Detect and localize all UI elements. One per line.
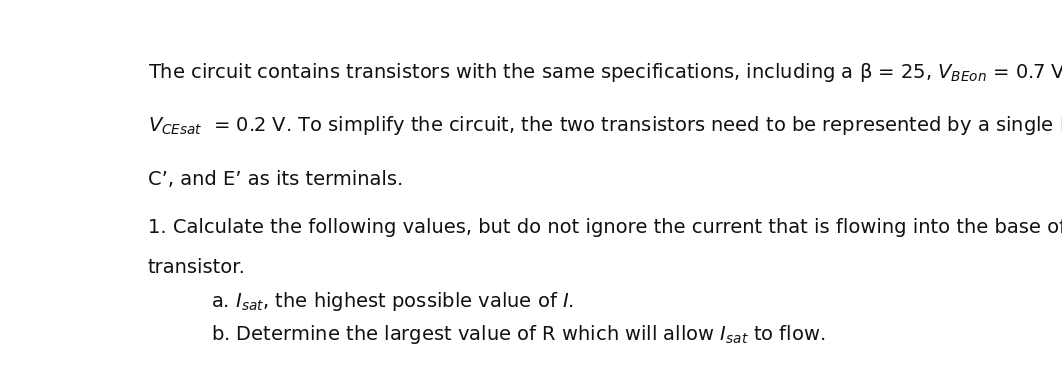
Text: transistor.: transistor. (148, 258, 245, 277)
Text: b. Determine the largest value of R which will allow $I_{sat}$ to flow.: b. Determine the largest value of R whic… (211, 323, 825, 346)
Text: 1. Calculate the following values, but do not ignore the current that is flowing: 1. Calculate the following values, but d… (148, 217, 1062, 237)
Text: C’, and E’ as its terminals.: C’, and E’ as its terminals. (148, 170, 402, 189)
Text: a. $I_{sat}$, the highest possible value of $I$.: a. $I_{sat}$, the highest possible value… (211, 290, 573, 313)
Text: The circuit contains transistors with the same specifications, including a β = 2: The circuit contains transistors with th… (148, 61, 1062, 84)
Text: $V_{CEsat}$  = 0.2 V. To simplify the circuit, the two transistors need to be re: $V_{CEsat}$ = 0.2 V. To simplify the cir… (148, 115, 1062, 137)
